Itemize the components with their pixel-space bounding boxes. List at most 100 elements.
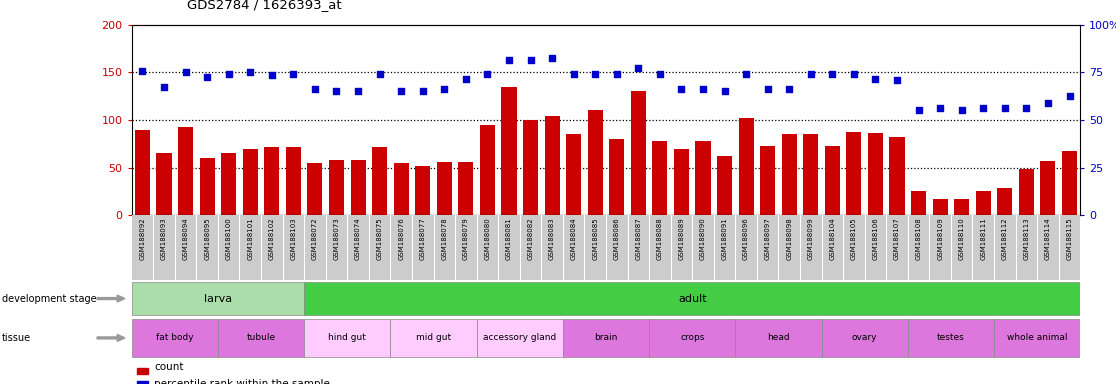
Text: crops: crops — [680, 333, 704, 343]
Text: GSM188097: GSM188097 — [764, 217, 771, 260]
Point — [673, 86, 691, 92]
Text: brain: brain — [595, 333, 617, 343]
Text: larva: larva — [204, 293, 232, 304]
Text: adult: adult — [677, 293, 706, 304]
Text: head: head — [767, 333, 790, 343]
Text: mid gut: mid gut — [416, 333, 451, 343]
Text: GSM188113: GSM188113 — [1023, 217, 1029, 260]
Point — [500, 57, 518, 63]
Text: GSM188089: GSM188089 — [679, 217, 684, 260]
Point — [824, 71, 841, 78]
Text: accessory gland: accessory gland — [483, 333, 557, 343]
Point — [608, 71, 626, 78]
Text: GSM188102: GSM188102 — [269, 217, 275, 260]
Text: GSM188098: GSM188098 — [787, 217, 792, 260]
Text: GSM188091: GSM188091 — [722, 217, 728, 260]
Point — [479, 71, 497, 78]
Text: GSM188112: GSM188112 — [1002, 217, 1008, 260]
Point — [392, 88, 410, 94]
Bar — [242, 149, 258, 215]
Bar — [372, 147, 387, 215]
Text: GSM188094: GSM188094 — [183, 217, 189, 260]
Bar — [716, 156, 732, 215]
Bar — [653, 141, 667, 215]
Point — [565, 71, 583, 78]
Bar — [305, 319, 391, 357]
Text: GSM188114: GSM188114 — [1045, 217, 1051, 260]
Bar — [907, 319, 994, 357]
Bar — [477, 319, 562, 357]
Text: GSM188109: GSM188109 — [937, 217, 943, 260]
Point — [371, 71, 388, 78]
Point — [651, 71, 668, 78]
Bar — [305, 282, 1080, 315]
Text: count: count — [154, 362, 183, 372]
Text: GSM188104: GSM188104 — [829, 217, 836, 260]
Bar — [954, 199, 970, 215]
Text: GSM188085: GSM188085 — [593, 217, 598, 260]
Text: GSM188108: GSM188108 — [915, 217, 922, 260]
Bar — [846, 132, 862, 215]
Bar — [179, 127, 193, 215]
Point — [1039, 100, 1057, 106]
Text: GDS2784 / 1626393_at: GDS2784 / 1626393_at — [187, 0, 343, 12]
Point — [435, 86, 453, 92]
Bar — [200, 158, 214, 215]
Point — [953, 108, 971, 114]
Point — [995, 104, 1013, 111]
Text: GSM188074: GSM188074 — [355, 217, 362, 260]
Bar — [825, 146, 840, 215]
Bar — [459, 162, 473, 215]
Bar — [501, 87, 517, 215]
Bar — [889, 137, 905, 215]
Point — [155, 84, 173, 90]
Bar — [1062, 151, 1077, 215]
Text: GSM188076: GSM188076 — [398, 217, 404, 260]
Point — [220, 71, 238, 78]
Point — [1018, 104, 1036, 111]
Text: GSM188115: GSM188115 — [1067, 217, 1072, 260]
Text: GSM188077: GSM188077 — [420, 217, 425, 260]
Bar — [329, 160, 344, 215]
Bar — [394, 163, 408, 215]
Text: GSM188072: GSM188072 — [312, 217, 318, 260]
Point — [694, 86, 712, 92]
Text: GSM188080: GSM188080 — [484, 217, 490, 260]
Point — [306, 86, 324, 92]
Text: percentile rank within the sample: percentile rank within the sample — [154, 379, 330, 384]
Bar — [307, 163, 323, 215]
Bar — [994, 319, 1080, 357]
Bar — [1019, 169, 1033, 215]
Text: GSM188083: GSM188083 — [549, 217, 555, 260]
Text: GSM188093: GSM188093 — [161, 217, 167, 260]
Point — [176, 70, 194, 76]
Text: GSM188099: GSM188099 — [808, 217, 814, 260]
Point — [910, 108, 927, 114]
Bar — [650, 319, 735, 357]
Point — [974, 104, 992, 111]
Bar — [156, 153, 172, 215]
Bar — [674, 149, 689, 215]
Text: GSM188110: GSM188110 — [959, 217, 964, 260]
Bar — [911, 191, 926, 215]
Bar — [391, 319, 477, 357]
Text: GSM188101: GSM188101 — [248, 217, 253, 260]
Text: GSM188084: GSM188084 — [570, 217, 577, 260]
Text: GSM188082: GSM188082 — [528, 217, 533, 260]
Bar — [132, 282, 305, 315]
Bar — [545, 116, 559, 215]
Text: GSM188095: GSM188095 — [204, 217, 210, 260]
Point — [802, 71, 820, 78]
Bar — [588, 111, 603, 215]
Point — [845, 71, 863, 78]
Point — [263, 72, 281, 78]
Bar — [264, 147, 279, 215]
Point — [543, 55, 561, 61]
Bar — [221, 153, 237, 215]
Point — [738, 71, 756, 78]
Bar — [1040, 161, 1056, 215]
Bar — [350, 160, 366, 215]
Point — [629, 65, 647, 71]
Bar — [609, 139, 624, 215]
Point — [586, 71, 604, 78]
